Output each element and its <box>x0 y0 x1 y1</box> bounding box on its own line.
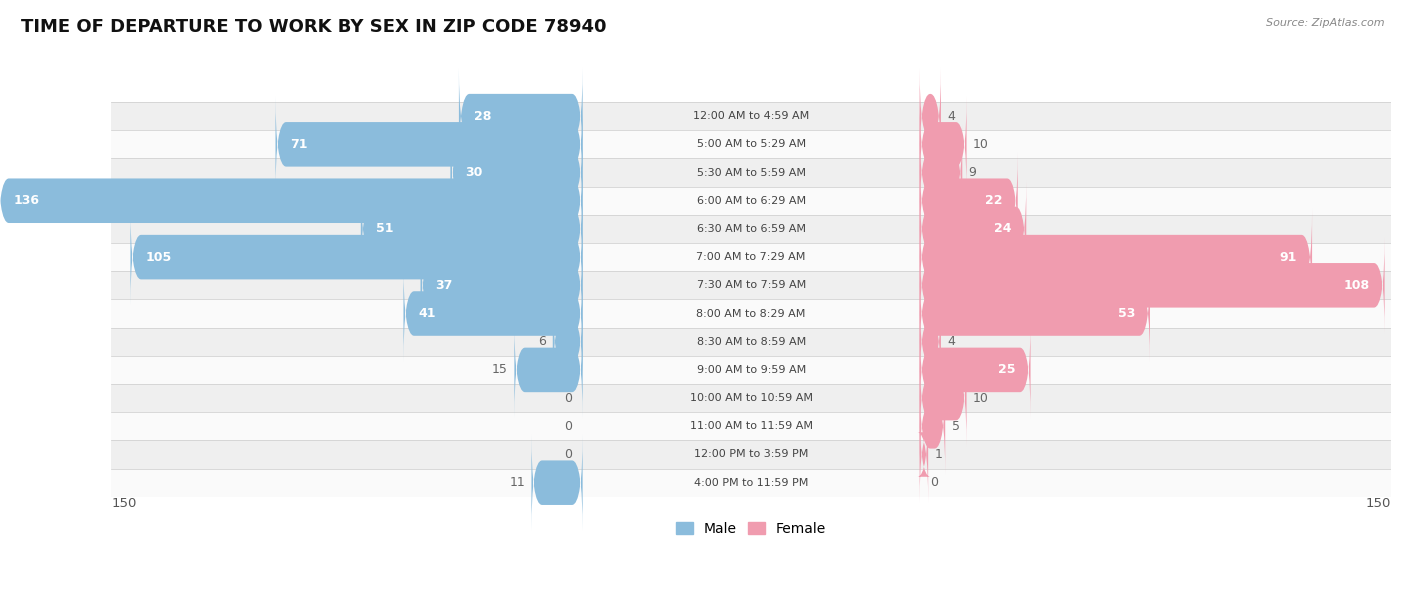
Text: 11:00 AM to 11:59 AM: 11:00 AM to 11:59 AM <box>689 421 813 431</box>
Bar <box>111 412 1391 440</box>
Text: 30: 30 <box>465 166 482 179</box>
FancyBboxPatch shape <box>920 266 1150 362</box>
Text: 0: 0 <box>931 476 938 489</box>
Text: 25: 25 <box>998 364 1015 377</box>
Bar <box>111 440 1391 469</box>
FancyBboxPatch shape <box>553 293 582 390</box>
Bar <box>111 102 1391 130</box>
Bar <box>111 215 1391 243</box>
Text: 0: 0 <box>564 448 572 461</box>
Text: 6: 6 <box>538 335 547 348</box>
FancyBboxPatch shape <box>920 153 1018 249</box>
Text: 71: 71 <box>291 138 308 151</box>
Bar <box>111 469 1391 497</box>
Text: 24: 24 <box>994 222 1011 235</box>
Text: 7:30 AM to 7:59 AM: 7:30 AM to 7:59 AM <box>696 280 806 290</box>
Text: 10: 10 <box>973 138 988 151</box>
Text: 0: 0 <box>564 391 572 405</box>
FancyBboxPatch shape <box>404 266 582 362</box>
Text: 37: 37 <box>436 279 453 292</box>
FancyBboxPatch shape <box>131 209 582 305</box>
Text: 9:00 AM to 9:59 AM: 9:00 AM to 9:59 AM <box>696 365 806 375</box>
Text: 150: 150 <box>111 497 136 510</box>
FancyBboxPatch shape <box>920 181 1026 277</box>
Text: 8:00 AM to 8:29 AM: 8:00 AM to 8:29 AM <box>696 308 806 318</box>
Text: 5:30 AM to 5:59 AM: 5:30 AM to 5:59 AM <box>696 168 806 178</box>
Text: 15: 15 <box>492 364 508 377</box>
Text: 28: 28 <box>474 110 491 122</box>
Text: 51: 51 <box>375 222 394 235</box>
Text: 108: 108 <box>1344 279 1369 292</box>
FancyBboxPatch shape <box>920 237 1385 334</box>
Text: TIME OF DEPARTURE TO WORK BY SEX IN ZIP CODE 78940: TIME OF DEPARTURE TO WORK BY SEX IN ZIP … <box>21 18 606 36</box>
FancyBboxPatch shape <box>515 322 582 418</box>
Text: 4: 4 <box>948 110 955 122</box>
Text: 8:30 AM to 8:59 AM: 8:30 AM to 8:59 AM <box>696 337 806 347</box>
Text: 4:00 PM to 11:59 PM: 4:00 PM to 11:59 PM <box>695 478 808 488</box>
Text: 10: 10 <box>973 391 988 405</box>
FancyBboxPatch shape <box>920 124 962 221</box>
Text: 5:00 AM to 5:29 AM: 5:00 AM to 5:29 AM <box>696 140 806 149</box>
Text: 7:00 AM to 7:29 AM: 7:00 AM to 7:29 AM <box>696 252 806 262</box>
FancyBboxPatch shape <box>920 378 945 475</box>
Bar <box>111 187 1391 215</box>
Text: 150: 150 <box>1365 497 1391 510</box>
Text: 41: 41 <box>419 307 436 320</box>
FancyBboxPatch shape <box>361 181 582 277</box>
Text: 9: 9 <box>969 166 977 179</box>
FancyBboxPatch shape <box>920 350 966 446</box>
Text: 136: 136 <box>13 194 39 207</box>
Bar <box>111 299 1391 328</box>
Bar <box>111 243 1391 271</box>
Text: 5: 5 <box>952 420 960 433</box>
Text: 10:00 AM to 10:59 AM: 10:00 AM to 10:59 AM <box>689 393 813 403</box>
Bar <box>111 328 1391 356</box>
Bar <box>111 130 1391 159</box>
Text: 105: 105 <box>145 251 172 264</box>
FancyBboxPatch shape <box>531 434 582 531</box>
FancyBboxPatch shape <box>458 68 582 165</box>
Bar <box>111 271 1391 299</box>
Text: 53: 53 <box>1118 307 1135 320</box>
Legend: Male, Female: Male, Female <box>671 516 831 541</box>
Text: Source: ZipAtlas.com: Source: ZipAtlas.com <box>1267 18 1385 28</box>
FancyBboxPatch shape <box>920 293 941 390</box>
FancyBboxPatch shape <box>276 96 582 192</box>
Text: 12:00 AM to 4:59 AM: 12:00 AM to 4:59 AM <box>693 111 810 121</box>
Bar <box>111 356 1391 384</box>
Bar <box>111 384 1391 412</box>
FancyBboxPatch shape <box>450 124 582 221</box>
Text: 11: 11 <box>509 476 524 489</box>
Text: 1: 1 <box>935 448 942 461</box>
FancyBboxPatch shape <box>920 96 966 192</box>
FancyBboxPatch shape <box>920 209 1312 305</box>
Text: 6:00 AM to 6:29 AM: 6:00 AM to 6:29 AM <box>696 196 806 206</box>
Text: 12:00 PM to 3:59 PM: 12:00 PM to 3:59 PM <box>695 450 808 460</box>
Text: 4: 4 <box>948 335 955 348</box>
FancyBboxPatch shape <box>0 153 582 249</box>
Text: 0: 0 <box>564 420 572 433</box>
FancyBboxPatch shape <box>420 237 582 334</box>
FancyBboxPatch shape <box>920 68 941 165</box>
Text: 22: 22 <box>986 194 1002 207</box>
Text: 91: 91 <box>1279 251 1298 264</box>
FancyBboxPatch shape <box>920 322 1031 418</box>
Text: 6:30 AM to 6:59 AM: 6:30 AM to 6:59 AM <box>696 224 806 234</box>
Bar <box>111 159 1391 187</box>
FancyBboxPatch shape <box>918 406 931 503</box>
